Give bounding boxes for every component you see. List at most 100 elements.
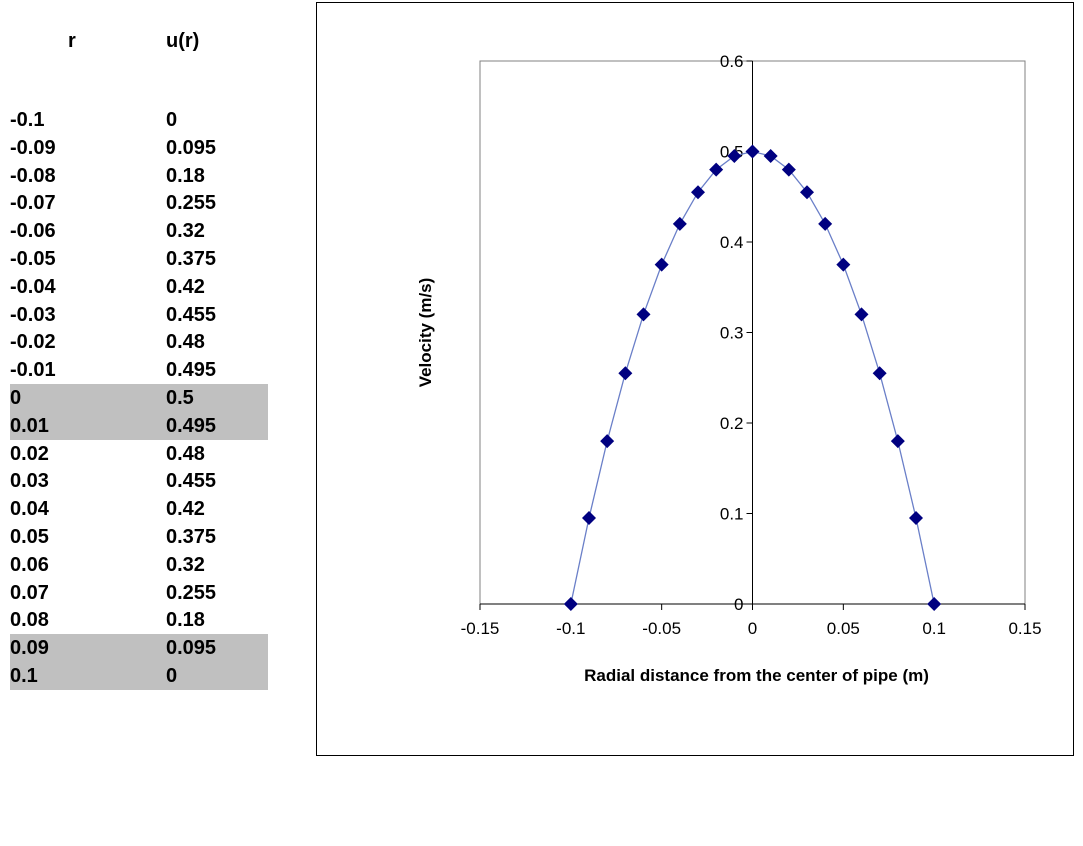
cell-r: 0.03 <box>10 470 49 493</box>
data-point <box>600 434 615 449</box>
cell-r: 0.06 <box>10 553 49 576</box>
y-tick-label: 0 <box>734 595 743 614</box>
cell-r: 0.02 <box>10 442 49 465</box>
cell-r: 0.09 <box>10 637 49 660</box>
x-tick-label: 0 <box>748 619 757 638</box>
cell-r: 0 <box>10 387 22 409</box>
table-row: -0.04 0.42 <box>10 273 268 301</box>
velocity-chart: -0.15 -0.1 -0.05 0 0.05 0.1 0.15 0 0.1 0.2 0.3 0.4 0… <box>416 52 1042 685</box>
cell-u: 0.32 <box>166 220 205 243</box>
table-row: 0.1 0 <box>10 662 268 690</box>
table-row: 0.04 0.42 <box>10 495 268 523</box>
cell-r: 0.05 <box>10 526 49 548</box>
table-row: 0.01 0.495 <box>10 411 268 440</box>
y-axis-title: Velocity (m/s) <box>416 278 435 388</box>
cell-u: 0.495 <box>166 414 217 437</box>
data-point <box>563 597 578 611</box>
table-row: 0 0.5 <box>10 384 268 412</box>
data-point <box>618 366 633 381</box>
cell-r: 0.07 <box>10 581 49 604</box>
cell-u: 0.32 <box>166 553 205 576</box>
cell-u: 0.255 <box>166 192 217 215</box>
x-tick-label: 0.15 <box>1008 619 1041 638</box>
table-row: -0.05 0.375 <box>10 245 268 273</box>
cell-r: -0.09 <box>10 136 56 159</box>
data-point <box>763 149 778 164</box>
cell-u: 0 <box>166 665 178 687</box>
data-point <box>818 216 833 231</box>
x-tick-label: 0.05 <box>827 619 860 638</box>
table-row: 0.02 0.48 <box>10 440 268 468</box>
cell-u: 0.375 <box>166 248 217 270</box>
data-point <box>691 185 705 200</box>
table-row: -0.06 0.32 <box>10 217 268 245</box>
cell-r: 0.04 <box>10 498 49 521</box>
data-point <box>727 149 742 164</box>
y-tick-label: 0.1 <box>720 505 744 524</box>
table-row: -0.1 0 <box>10 106 268 134</box>
y-tick-label: 0.4 <box>720 233 744 252</box>
table-row: 0.06 0.32 <box>10 551 268 579</box>
data-point <box>636 307 651 322</box>
cell-r: -0.05 <box>10 248 56 270</box>
cell-u: 0.48 <box>166 331 205 354</box>
cell-u: 0.18 <box>166 164 205 187</box>
data-point <box>709 162 724 177</box>
x-axis-title: Radial distance from the center of pipe … <box>584 666 929 685</box>
table-row: -0.07 0.255 <box>10 189 268 217</box>
cell-r: -0.01 <box>10 359 56 382</box>
cell-u: 0 <box>166 109 178 131</box>
data-point <box>745 144 760 159</box>
table-row: 0.08 0.18 <box>10 606 268 634</box>
table-row: 0.09 0.095 <box>10 634 268 663</box>
x-tick-label: -0.15 <box>461 619 500 638</box>
data-point <box>854 307 869 322</box>
data-point <box>672 216 687 231</box>
cell-r: -0.03 <box>10 303 56 326</box>
cell-u: 0.42 <box>166 498 205 521</box>
data-point <box>890 434 905 449</box>
table-row: -0.03 0.455 <box>10 301 268 329</box>
table-row: 0.05 0.375 <box>10 523 268 551</box>
y-tick-label: 0.3 <box>720 324 744 343</box>
data-point <box>836 257 851 272</box>
cell-r: -0.06 <box>10 220 56 243</box>
cell-u: 0.095 <box>166 136 217 159</box>
data-point <box>800 185 814 200</box>
data-point <box>582 511 596 526</box>
cell-u: 0.455 <box>166 303 217 326</box>
data-point <box>927 597 942 611</box>
header-r: r <box>68 30 76 52</box>
table-row: -0.09 0.095 <box>10 134 268 162</box>
cell-u: 0.495 <box>166 359 217 382</box>
cell-r: -0.04 <box>10 275 56 298</box>
table-row: 0.07 0.255 <box>10 579 268 607</box>
cell-u: 0.095 <box>166 637 217 660</box>
cell-u: 0.42 <box>166 275 205 298</box>
x-tick-label: -0.1 <box>556 619 585 638</box>
cell-r: -0.1 <box>10 109 45 131</box>
data-point <box>909 511 923 526</box>
cell-u: 0.255 <box>166 581 217 604</box>
cell-r: 0.08 <box>10 609 49 632</box>
cell-u: 0.455 <box>166 470 217 493</box>
cell-u: 0.18 <box>166 609 205 632</box>
x-tick-label: 0.1 <box>922 619 946 638</box>
cell-r: 0.1 <box>10 665 38 687</box>
cell-r: 0.01 <box>10 414 49 437</box>
data-point <box>781 162 796 177</box>
data-point <box>654 257 669 272</box>
table-row: 0.03 0.455 <box>10 467 268 495</box>
cell-u: 0.375 <box>166 526 217 548</box>
x-tick-label: -0.05 <box>642 619 681 638</box>
y-tick-label: 0.2 <box>720 414 744 433</box>
header-u: u(r) <box>166 30 200 52</box>
data-point <box>872 366 887 381</box>
cell-r: -0.07 <box>10 192 56 215</box>
table-row: -0.01 0.495 <box>10 356 268 384</box>
table-row: -0.08 0.18 <box>10 162 268 190</box>
cell-r: -0.02 <box>10 331 56 354</box>
cell-u: 0.48 <box>166 442 205 465</box>
y-tick-label: 0.6 <box>720 52 744 71</box>
chart-frame: -0.15 -0.1 -0.05 0 0.05 0.1 0.15 0 0.1 0.2 0.3 0.4 0… <box>316 2 1074 756</box>
